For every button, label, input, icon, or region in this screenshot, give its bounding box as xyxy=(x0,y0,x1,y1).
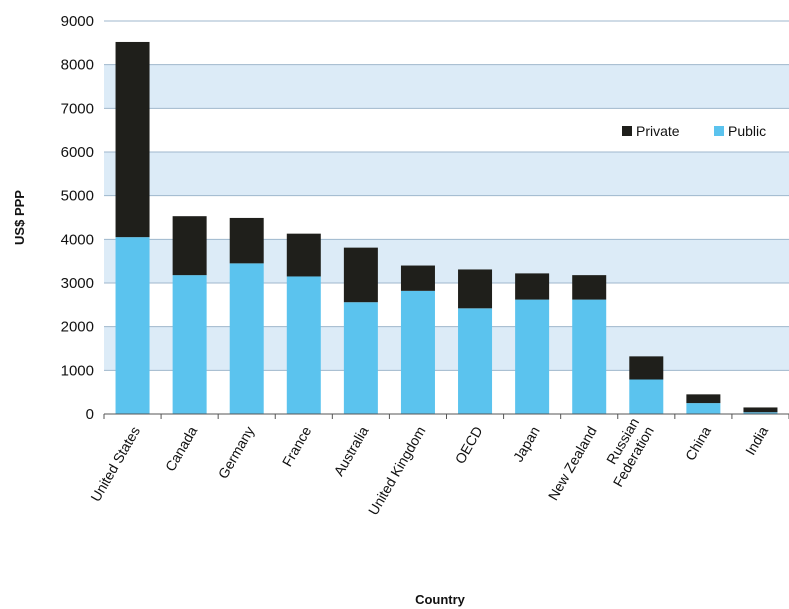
y-tick-label: 3000 xyxy=(61,275,94,292)
x-tick-label: RussianFederation xyxy=(595,415,657,489)
legend-label-public: Public xyxy=(728,123,766,139)
y-tick-label: 4000 xyxy=(61,231,94,248)
grid-band xyxy=(104,64,789,109)
legend-label-private: Private xyxy=(636,123,680,139)
x-tick-label: OECD xyxy=(452,424,486,467)
x-tick-label: New Zealand xyxy=(545,424,600,503)
bar-private-india xyxy=(743,407,778,413)
bar-private-australia xyxy=(343,247,378,303)
grid-band xyxy=(104,239,789,283)
bar-public-new-zealand xyxy=(572,299,607,414)
bar-private-united-states xyxy=(115,41,150,238)
bar-public-china xyxy=(686,403,721,414)
x-tick-label: United States xyxy=(87,424,143,505)
bars xyxy=(115,41,778,414)
bar-public-japan xyxy=(515,299,550,414)
x-tick-label: China xyxy=(682,423,714,463)
bar-public-russian-federation xyxy=(629,379,664,414)
y-tick-label: 6000 xyxy=(61,144,94,161)
legend-swatch-public xyxy=(714,126,724,136)
bar-public-canada xyxy=(172,275,207,414)
grid-band xyxy=(104,152,789,196)
y-tick-label: 7000 xyxy=(61,100,94,117)
y-tick-label: 8000 xyxy=(61,57,94,74)
y-axis-ticks: 0 1000 2000 3000 4000 5000 6000 7000 8000 9000 xyxy=(61,13,94,423)
y-tick-label: 0 xyxy=(86,406,94,423)
y-axis-title: US$ PPP xyxy=(12,190,27,245)
x-axis-title: Country xyxy=(415,592,466,607)
x-axis-ticks: United States Canada Germany France Australi… xyxy=(87,414,789,518)
grid-band xyxy=(104,326,789,371)
y-tick-label: 5000 xyxy=(61,188,94,205)
gridlines xyxy=(104,20,789,371)
y-tick-label: 9000 xyxy=(61,13,94,30)
x-tick-label: Australia xyxy=(330,423,371,478)
x-tick-label: France xyxy=(279,423,315,469)
bar-private-china xyxy=(686,394,721,404)
bar-public-australia xyxy=(343,302,378,414)
x-tick-label: Canada xyxy=(162,423,200,474)
background-bands xyxy=(104,64,789,371)
y-tick-label: 1000 xyxy=(61,362,94,379)
bar-public-germany xyxy=(229,263,264,414)
bar-public-oecd xyxy=(458,308,493,414)
bar-private-oecd xyxy=(458,269,493,309)
x-tick-label: India xyxy=(742,423,771,457)
bar-private-france xyxy=(286,233,321,277)
bar-public-india xyxy=(743,412,778,414)
y-tick-label: 2000 xyxy=(61,319,94,336)
bar-private-united-kingdom xyxy=(400,265,435,291)
bar-private-canada xyxy=(172,216,207,276)
x-tick-label: United Kingdom xyxy=(365,424,429,518)
legend-swatch-private xyxy=(622,126,632,136)
x-tick-label: Japan xyxy=(510,424,543,465)
bar-private-russian-federation xyxy=(629,356,664,380)
bar-public-france xyxy=(286,276,321,414)
bar-public-united-kingdom xyxy=(400,290,435,414)
bar-private-germany xyxy=(229,217,264,264)
bar-private-japan xyxy=(515,273,550,300)
bar-private-new-zealand xyxy=(572,275,607,300)
legend: Private Public xyxy=(622,123,766,139)
bar-public-united-states xyxy=(115,237,150,414)
x-tick-label: Germany xyxy=(215,424,258,482)
